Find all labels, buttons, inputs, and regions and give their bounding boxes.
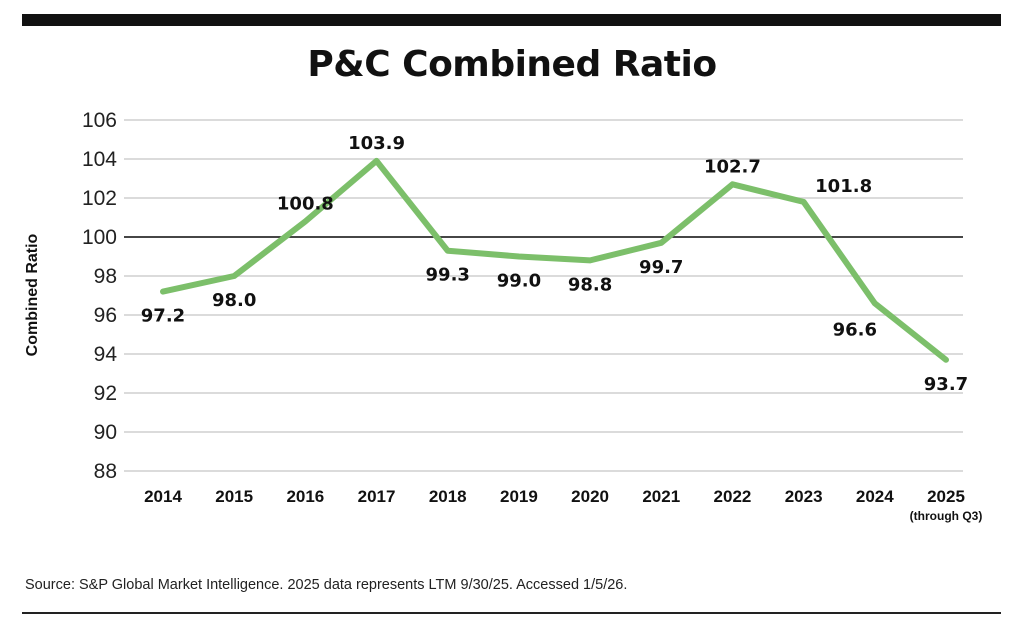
y-tick-label: 98 xyxy=(94,265,117,288)
x-tick-label-2017: 2017 xyxy=(358,487,396,506)
y-tick-label: 106 xyxy=(82,109,117,132)
data-label-2015: 98.0 xyxy=(212,290,256,311)
data-label-2019: 99.0 xyxy=(497,271,541,292)
source-note: Source: S&P Global Market Intelligence. … xyxy=(25,577,628,593)
x-tick-label-2022: 2022 xyxy=(714,487,752,506)
x-tick-label-2018: 2018 xyxy=(429,487,467,506)
y-tick-label: 100 xyxy=(82,226,117,249)
chart-title: P&C Combined Ratio xyxy=(307,44,717,85)
x-tick-label-2015: 2015 xyxy=(215,487,253,506)
x-tick-label-2024: 2024 xyxy=(856,487,894,506)
x-tick-note: (through Q3) xyxy=(910,509,983,523)
data-label-2022: 102.7 xyxy=(704,156,761,177)
data-label-2020: 98.8 xyxy=(568,274,612,295)
y-axis-ticks: 88 90 92 94 96 98 100 102 104 106 xyxy=(82,109,117,483)
data-label-2014: 97.2 xyxy=(141,306,185,327)
x-tick-label-2019: 2019 xyxy=(500,487,538,506)
data-label-2016: 100.8 xyxy=(277,193,334,214)
data-label-2024: 96.6 xyxy=(833,319,877,340)
x-tick-label-2014: 2014 xyxy=(144,487,182,506)
x-tick-label-2023: 2023 xyxy=(785,487,823,506)
y-tick-label: 92 xyxy=(94,382,117,405)
x-tick-label-2021: 2021 xyxy=(642,487,680,506)
x-tick-label-2020: 2020 xyxy=(571,487,609,506)
data-label-2017: 103.9 xyxy=(348,133,405,154)
y-tick-label: 88 xyxy=(94,460,117,483)
y-tick-label: 104 xyxy=(82,148,117,171)
y-axis-label: Combined Ratio xyxy=(24,233,41,356)
y-tick-label: 90 xyxy=(94,421,117,444)
data-label-2023: 101.8 xyxy=(815,176,872,197)
footer-rule xyxy=(22,612,1001,614)
series-line xyxy=(160,157,949,363)
header-rule xyxy=(22,14,1001,26)
x-axis-ticks: 2014 2015 2016 2017 2018 2019 2020 2021 2022 2023… xyxy=(144,487,982,523)
data-labels: 97.2 98.0 100.8 103.9 99.3 99.0 98.8 99.7 102.7 1… xyxy=(141,133,968,395)
data-label-2025: 93.7 xyxy=(924,374,968,395)
x-tick-label-2016: 2016 xyxy=(286,487,324,506)
y-tick-label: 94 xyxy=(94,343,118,366)
data-label-2021: 99.7 xyxy=(639,257,683,278)
y-tick-label: 96 xyxy=(94,304,117,327)
x-tick-label-2025: 2025 xyxy=(927,487,965,506)
y-tick-label: 102 xyxy=(82,187,117,210)
data-label-2018: 99.3 xyxy=(426,265,470,286)
